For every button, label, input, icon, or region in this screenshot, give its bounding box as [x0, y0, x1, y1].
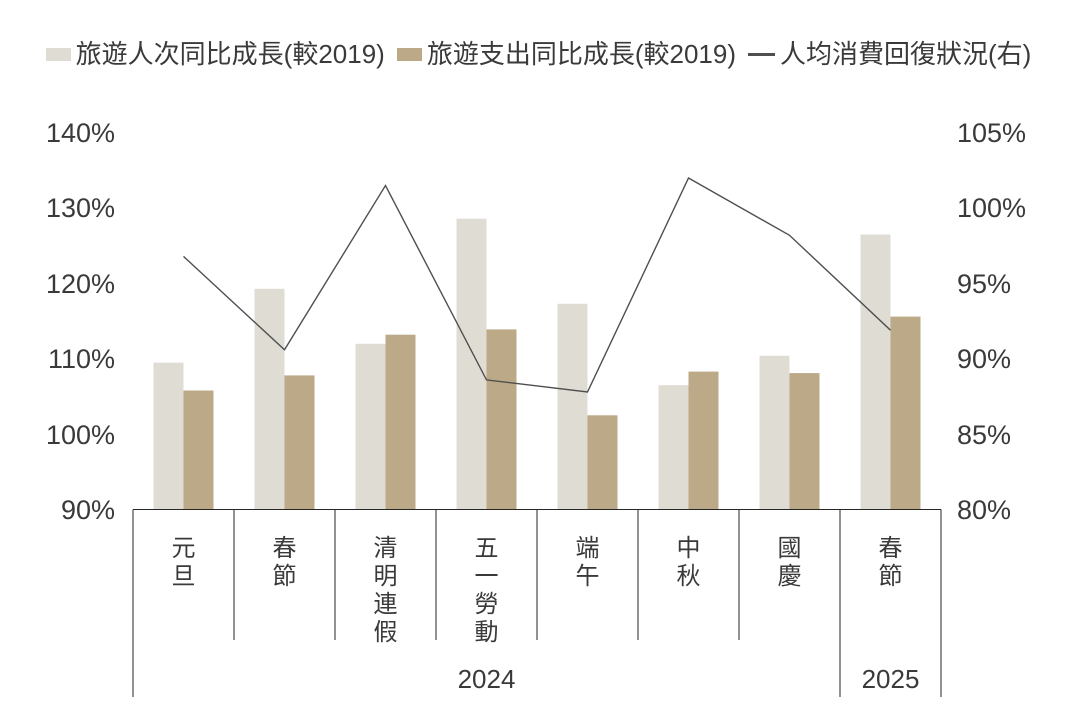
travel-volume-bar [860, 234, 891, 510]
travel-spend-bar [688, 371, 719, 510]
travel-spend-bar [789, 373, 820, 510]
year-label: 2024 [458, 664, 516, 694]
left-axis-tick: 90% [60, 495, 115, 525]
category-label: 五一勞動 [475, 535, 499, 646]
right-axis-tick: 85% [957, 420, 1012, 450]
travel-spend-bar [486, 329, 517, 510]
year-label: 2025 [862, 664, 920, 694]
right-axis-tick: 80% [957, 495, 1012, 525]
legend: 旅遊人次同比成長(較2019) 旅遊支出同比成長(較2019) 人均消費回復狀況… [0, 38, 1077, 70]
legend-swatch-travel-spend-icon [396, 47, 422, 61]
travel-spend-bar [587, 415, 618, 510]
legend-item-travel-volume: 旅遊人次同比成長(較2019) [45, 38, 385, 70]
travel-spend-bar [385, 334, 416, 510]
legend-line-marker-icon [748, 52, 775, 56]
legend-item-per-capita: 人均消費回復狀況(右) [748, 38, 1031, 70]
travel-volume-bar [254, 288, 285, 510]
travel-spend-bar [890, 316, 921, 510]
travel-spend-bar [183, 390, 214, 510]
left-axis-tick: 120% [45, 269, 115, 299]
legend-swatch-travel-volume-icon [45, 47, 71, 61]
category-label: 中秋 [677, 535, 701, 590]
legend-item-travel-spend: 旅遊支出同比成長(較2019) [396, 38, 736, 70]
left-axis-tick: 100% [45, 420, 115, 450]
category-label: 清明連假 [374, 535, 398, 646]
left-axis-tick: 110% [47, 344, 115, 374]
category-label: 國慶 [778, 535, 802, 590]
category-label: 元旦 [172, 535, 196, 590]
travel-volume-bar [658, 385, 689, 510]
travel-volume-bar [456, 218, 487, 510]
left-axis-tick: 140% [45, 118, 115, 148]
travel-spend-bar [284, 375, 315, 510]
legend-label-per-capita: 人均消費回復狀況(右) [780, 39, 1032, 69]
left-axis-tick: 130% [45, 193, 115, 223]
per-capita-line [183, 177, 891, 393]
legend-label-travel-volume: 旅遊人次同比成長(較2019) [75, 39, 385, 69]
travel-volume-bar [557, 303, 588, 510]
travel-volume-bar [153, 362, 184, 510]
category-label: 端午 [576, 535, 600, 590]
right-axis-tick: 95% [957, 269, 1012, 299]
travel-volume-bar [355, 343, 386, 510]
legend-label-travel-spend: 旅遊支出同比成長(較2019) [426, 39, 736, 69]
right-axis-tick: 105% [957, 118, 1027, 148]
right-axis-tick: 100% [957, 193, 1027, 223]
travel-volume-bar [759, 355, 790, 510]
category-label: 春節 [879, 535, 903, 590]
category-label: 春節 [273, 535, 297, 590]
right-axis-tick: 90% [957, 344, 1012, 374]
